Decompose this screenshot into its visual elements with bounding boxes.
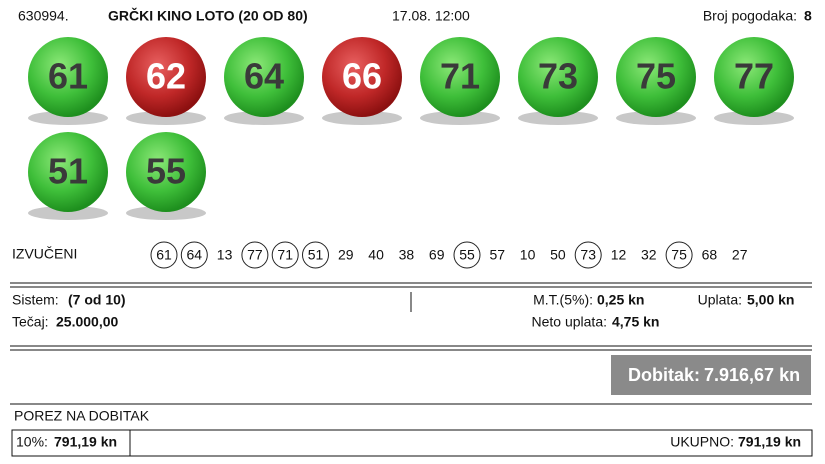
ball	[420, 37, 500, 117]
total: 791,19 kn	[738, 434, 801, 450]
game-title: GRČKI KINO LOTO (20 OD 80)	[108, 7, 308, 24]
separator	[10, 282, 813, 457]
net: 4,75 kn	[612, 314, 659, 330]
drawn-number: 12	[611, 247, 627, 263]
ball-shadow	[126, 111, 206, 125]
fee: 0,25 kn	[597, 292, 644, 308]
hit-circle	[453, 241, 481, 269]
ball-number: 73	[538, 56, 578, 97]
hit-circle	[665, 241, 693, 269]
ball-number: 62	[146, 56, 186, 97]
hits-label: Broj pogodaka:	[703, 8, 797, 24]
ball-number: 66	[342, 56, 382, 97]
hit-circle	[241, 241, 269, 269]
hit-circle	[150, 241, 178, 269]
odds: 25.000,00	[56, 314, 118, 330]
ball-number: 61	[48, 56, 88, 97]
ball-number: 55	[146, 151, 186, 192]
win-label: Dobitak:	[628, 365, 700, 385]
drawn-number: 40	[368, 247, 384, 263]
drawn-number: 10	[520, 247, 536, 263]
tax-title: POREZ NA DOBITAK	[14, 408, 150, 424]
stake-label: Uplata:	[698, 292, 742, 308]
drawn-number: 71	[277, 247, 293, 263]
drawn-number: 51	[308, 247, 324, 263]
ball-number: 71	[440, 56, 480, 97]
ball-shadow	[322, 111, 402, 125]
ball	[616, 37, 696, 117]
ball-shadow	[616, 111, 696, 125]
drawn-number: 38	[399, 247, 415, 263]
draw-time: 17.08. 12:00	[392, 8, 470, 24]
total-label: UKUPNO:	[670, 434, 734, 450]
stake: 5,00 kn	[747, 292, 794, 308]
drawn-number: 64	[187, 247, 203, 263]
drawn-number: 77	[247, 247, 263, 263]
ticket-id: 630994.	[18, 8, 69, 24]
ball-shadow	[224, 111, 304, 125]
ball	[28, 37, 108, 117]
drawn-number: 69	[429, 247, 445, 263]
drawn-number: 55	[459, 247, 475, 263]
system-label: Sistem:	[12, 292, 59, 308]
ball-shadow	[28, 111, 108, 125]
ball	[126, 132, 206, 212]
drawn-number: 57	[490, 247, 506, 263]
tax-amount: 791,19 kn	[54, 434, 117, 450]
ball	[28, 132, 108, 212]
ball	[518, 37, 598, 117]
ball	[224, 37, 304, 117]
drawn-number: 73	[580, 247, 596, 263]
drawn-number: 27	[732, 247, 748, 263]
drawn-number: 75	[671, 247, 687, 263]
ball-shadow	[714, 111, 794, 125]
hit-circle	[302, 241, 329, 269]
odds-label: Tečaj:	[12, 314, 49, 330]
hit-circle	[180, 241, 208, 269]
ball-number: 51	[48, 151, 88, 192]
drawn-number: 13	[217, 247, 233, 263]
ball-shadow	[28, 206, 108, 220]
ball-shadow	[420, 111, 500, 125]
ball-shadow	[126, 206, 206, 220]
drawn-label: IZVUČENI	[12, 246, 77, 262]
ball-number: 64	[244, 56, 284, 97]
win-amount: 7.916,67 kn	[704, 365, 800, 385]
ball	[126, 37, 206, 117]
hit-circle	[574, 241, 602, 269]
ball-number: 77	[734, 56, 774, 97]
tax-rate: 10%:	[16, 434, 48, 450]
ball-number: 75	[636, 56, 676, 97]
drawn-number: 50	[550, 247, 566, 263]
drawn-number: 32	[641, 247, 657, 263]
fee-label: M.T.(5%):	[533, 292, 593, 308]
net-label: Neto uplata:	[532, 314, 608, 330]
drawn-number: 61	[156, 247, 172, 263]
win-box	[611, 355, 811, 395]
hits: 8	[804, 8, 812, 24]
ball	[322, 37, 402, 117]
hit-circle	[271, 241, 299, 269]
ball	[714, 37, 794, 117]
ball-shadow	[518, 111, 598, 125]
system: (7 od 10)	[68, 292, 126, 308]
drawn-number: 29	[338, 247, 354, 263]
drawn-number: 68	[702, 247, 718, 263]
